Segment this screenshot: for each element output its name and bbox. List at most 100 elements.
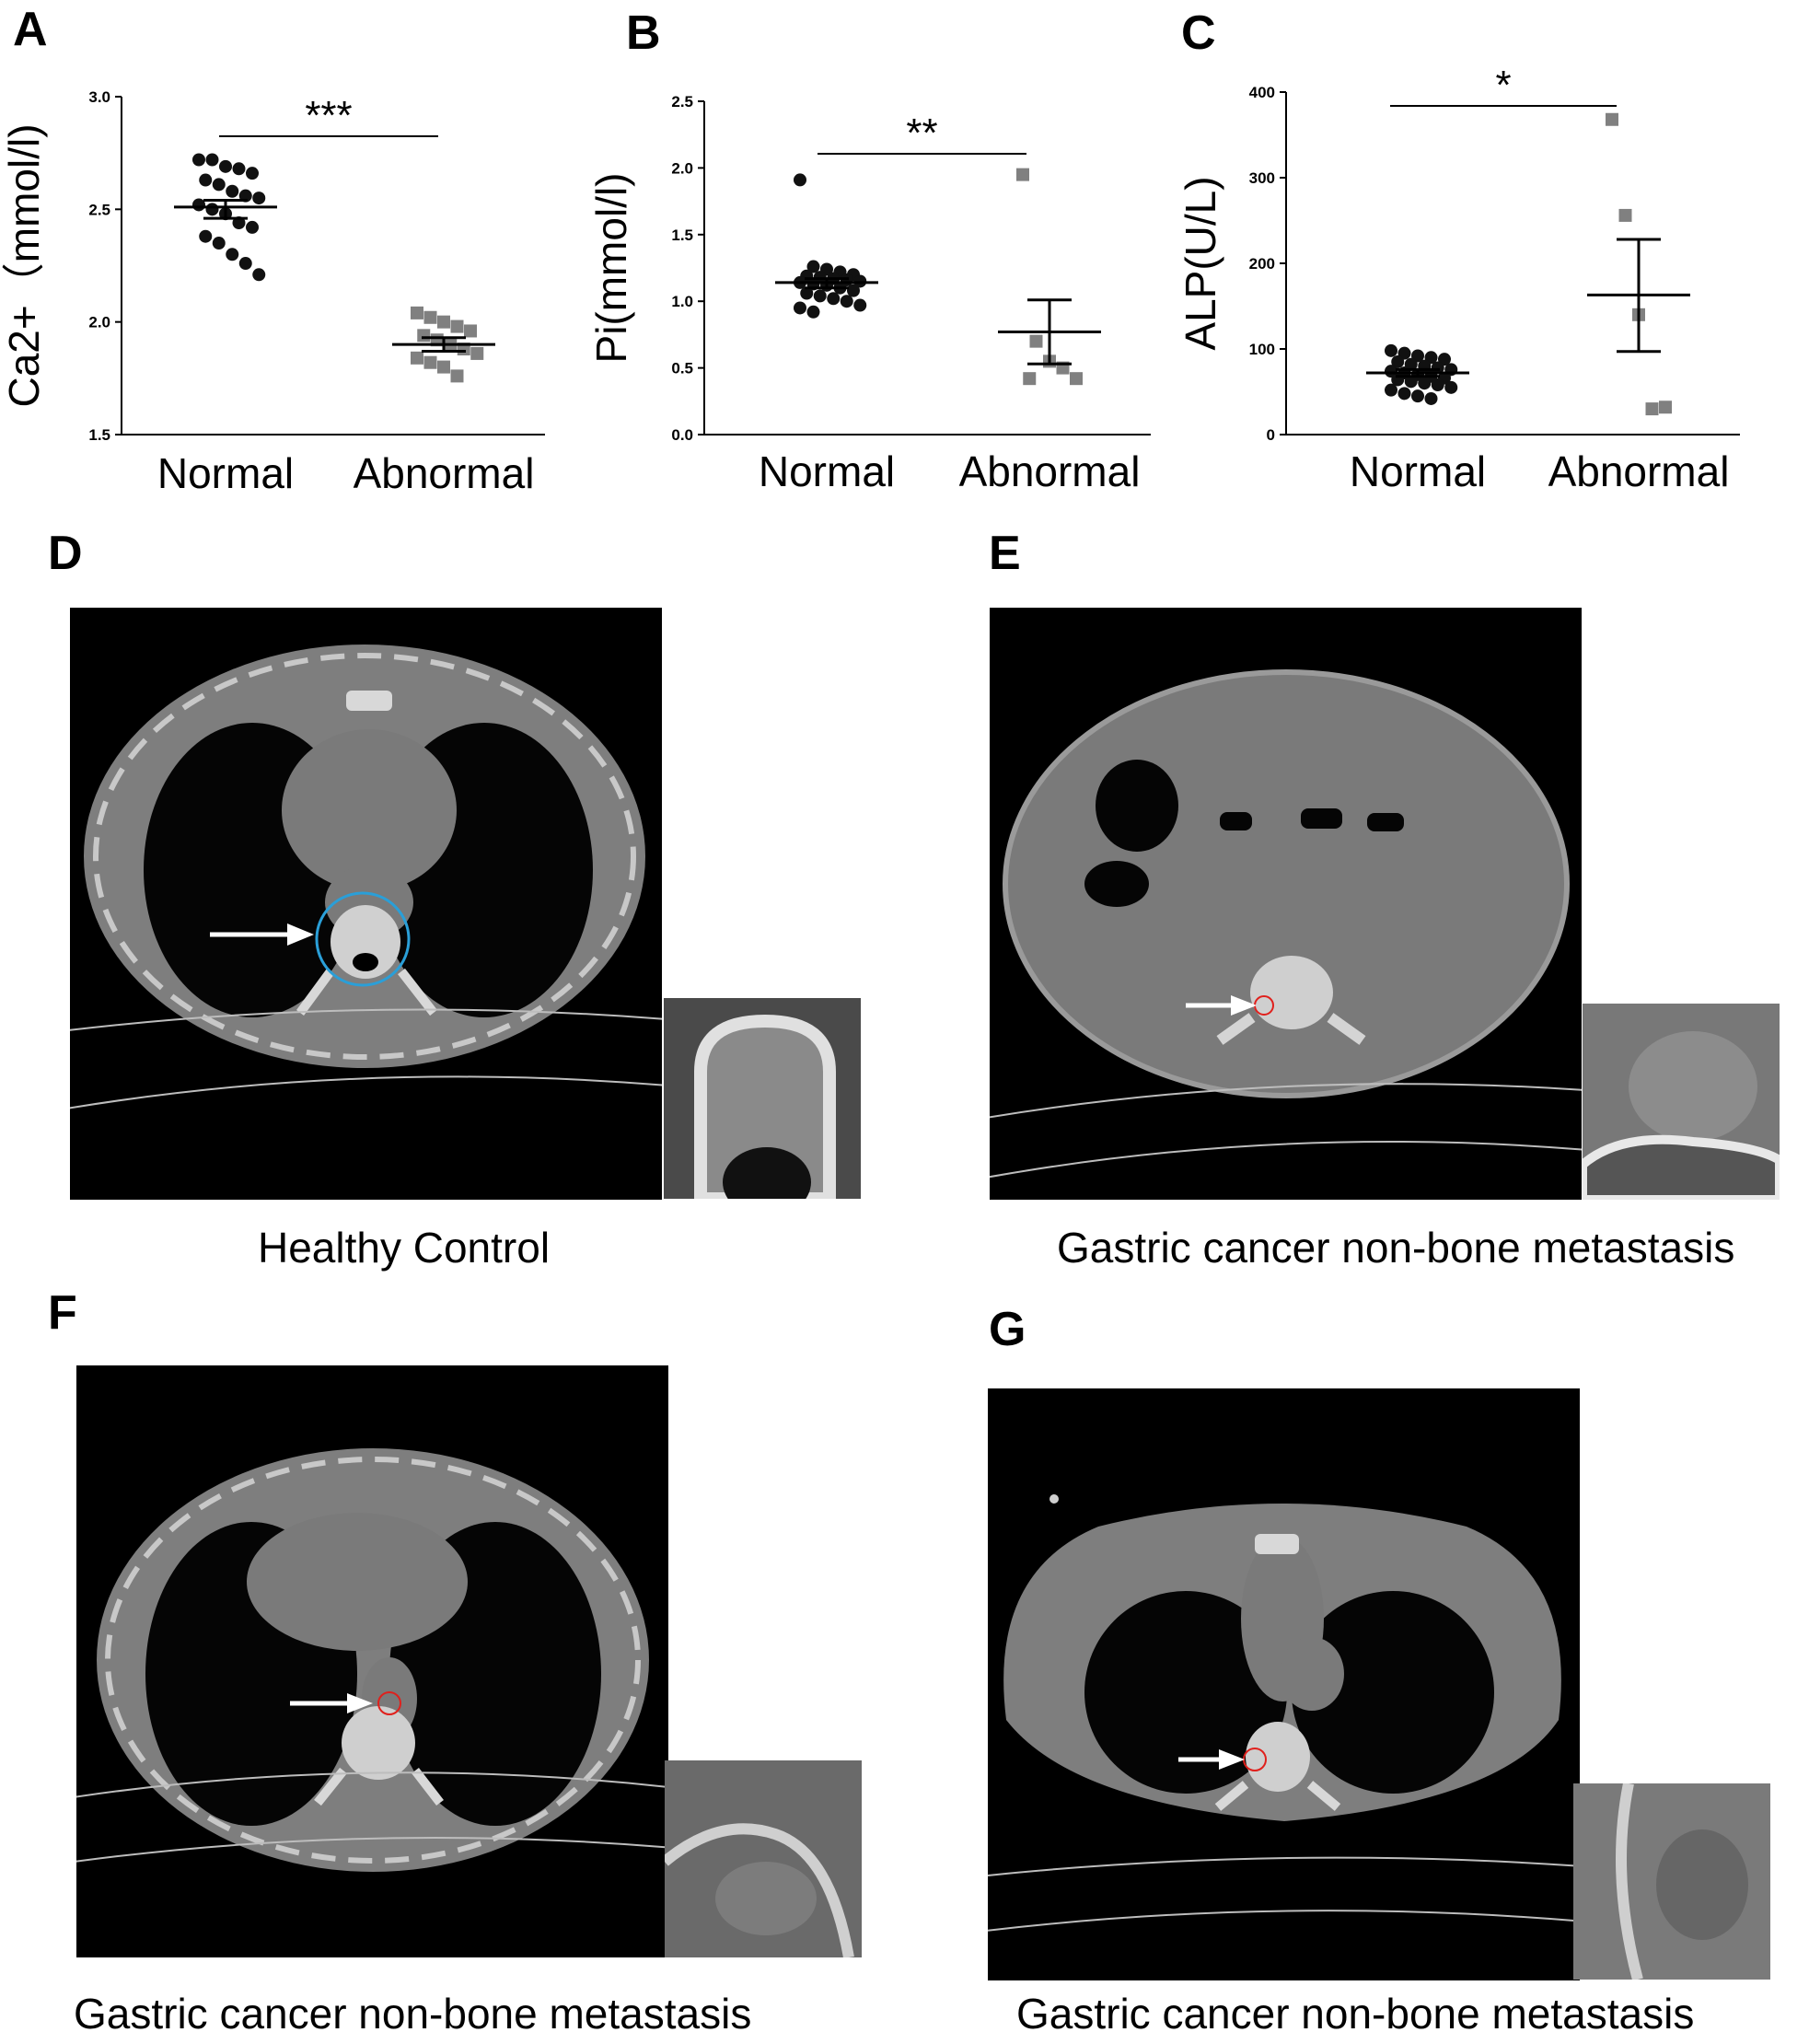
chart-alp-svg: 0 100 200 300 400 ALP(U/L) Normal Abnormal * (1177, 63, 1740, 495)
ct-scan-chest (76, 1365, 668, 1957)
data-point-normal (212, 178, 226, 192)
data-point-normal (1391, 354, 1405, 368)
data-point-abnormal (1029, 334, 1043, 348)
data-point-abnormal (450, 319, 464, 333)
data-point-abnormal (437, 315, 450, 329)
ct-zoom-inset-e (1583, 1004, 1780, 1200)
y-tick-label: 1.0 (671, 293, 693, 310)
data-point-normal (840, 295, 853, 308)
ct-image-healthy-control (70, 608, 662, 1200)
data-point-normal (1444, 380, 1458, 394)
caption-e: Gastric cancer non-bone metastasis (1057, 1224, 1735, 1272)
data-point-abnormal (470, 346, 484, 360)
y-tick-label: 2.0 (671, 159, 693, 177)
data-point-normal (246, 220, 259, 234)
significance-marker: ** (906, 110, 937, 156)
panel-label-a: A (13, 3, 48, 56)
data-point-abnormal (411, 351, 423, 365)
data-point-normal (199, 229, 213, 243)
data-point-normal (205, 203, 219, 216)
panel-label-b: B (626, 6, 661, 60)
data-point-normal (246, 167, 259, 180)
data-point-normal (800, 286, 814, 300)
data-point-abnormal (1070, 372, 1083, 386)
data-point-normal (794, 301, 806, 315)
data-point-abnormal (1645, 402, 1659, 416)
chart-pi-svg: 0.0 0.5 1.0 1.5 2.0 2.5 Pi(mmol/l) Normal Abnorm… (587, 93, 1151, 495)
x-category-label: Normal (157, 449, 294, 497)
data-point-abnormal (437, 360, 450, 374)
data-point-normal (192, 153, 205, 167)
data-point-abnormal (1618, 208, 1632, 222)
ct-image-g (988, 1388, 1580, 1980)
x-category-label: Normal (759, 447, 895, 495)
chart-alp: 0 100 200 300 400 ALP(U/L) Normal Abnormal * (1177, 0, 1809, 516)
ct-image-f (76, 1365, 668, 1957)
y-tick-label: 1.5 (671, 226, 693, 244)
y-tick-label: 300 (1249, 169, 1275, 187)
panel-label-d: D (48, 527, 83, 580)
data-point-normal (1385, 383, 1397, 397)
data-point-abnormal (423, 310, 437, 324)
data-point-normal (205, 153, 219, 167)
data-point-normal (252, 192, 266, 205)
y-tick-label: 1.5 (88, 426, 110, 444)
data-point-normal (1418, 377, 1432, 390)
vertebra-inset (1573, 1783, 1770, 1980)
y-tick-label: 2.5 (671, 93, 693, 110)
data-point-normal (226, 248, 239, 261)
ct-scan-chest (988, 1388, 1580, 1980)
data-point-normal (238, 257, 252, 271)
y-tick-label: 400 (1249, 84, 1275, 101)
y-tick-label: 2.5 (88, 201, 110, 218)
ct-zoom-inset-healthy (664, 998, 861, 1199)
data-point-normal (232, 162, 246, 176)
chart-ca2-svg: 1.5 2.0 2.5 3.0 Ca2+（mmol/l) Normal Abnormal **… (0, 88, 545, 497)
y-axis-label: Ca2+（mmol/l) (0, 123, 48, 407)
ct-zoom-inset-f (665, 1760, 862, 1957)
data-point-normal (794, 173, 806, 187)
y-tick-label: 0.0 (671, 426, 693, 444)
chart-pi: 0.0 0.5 1.0 1.5 2.0 2.5 Pi(mmol/l) Normal Abnorm… (587, 0, 1178, 516)
data-point-normal (192, 198, 205, 212)
panel-label-c: C (1181, 6, 1216, 60)
data-point-normal (853, 298, 867, 312)
data-point-normal (1431, 378, 1444, 392)
y-axis-label: ALP(U/L) (1177, 176, 1224, 350)
x-category-label: Normal (1350, 447, 1486, 495)
data-point-normal (252, 268, 266, 282)
y-axis-label: Pi(mmol/l) (587, 173, 635, 364)
data-point-normal (199, 173, 213, 187)
ct-scan-abdomen (990, 608, 1582, 1200)
x-category-label: Abnormal (959, 447, 1141, 495)
data-point-abnormal (423, 355, 437, 369)
data-point-normal (827, 292, 841, 306)
caption-f: Gastric cancer non-bone metastasis (74, 1990, 752, 2038)
data-point-normal (212, 237, 226, 250)
data-point-abnormal (464, 324, 477, 338)
ct-zoom-inset-g (1573, 1783, 1770, 1980)
vertebra-inset (665, 1760, 862, 1957)
x-category-label: Abnormal (354, 449, 535, 497)
data-point-abnormal (1023, 372, 1037, 386)
significance-marker: * (1495, 63, 1511, 108)
data-point-normal (1424, 391, 1438, 405)
x-category-label: Abnormal (1548, 447, 1730, 495)
data-point-normal (1404, 375, 1418, 389)
data-point-normal (1397, 387, 1411, 401)
data-point-abnormal (417, 329, 431, 343)
y-tick-label: 100 (1249, 341, 1275, 358)
y-tick-label: 0 (1267, 426, 1275, 444)
vertebra-inset (664, 998, 861, 1199)
data-point-normal (219, 159, 232, 173)
panel-label-g: G (989, 1303, 1026, 1356)
data-point-abnormal (411, 306, 423, 319)
data-point-normal (1411, 389, 1424, 403)
panel-label-e: E (989, 527, 1021, 580)
data-point-normal (847, 284, 860, 297)
y-tick-label: 3.0 (88, 88, 110, 106)
vertebra-inset (1583, 1004, 1780, 1200)
data-point-normal (813, 289, 827, 303)
data-point-abnormal (1016, 168, 1029, 181)
caption-d: Healthy Control (258, 1224, 551, 1272)
